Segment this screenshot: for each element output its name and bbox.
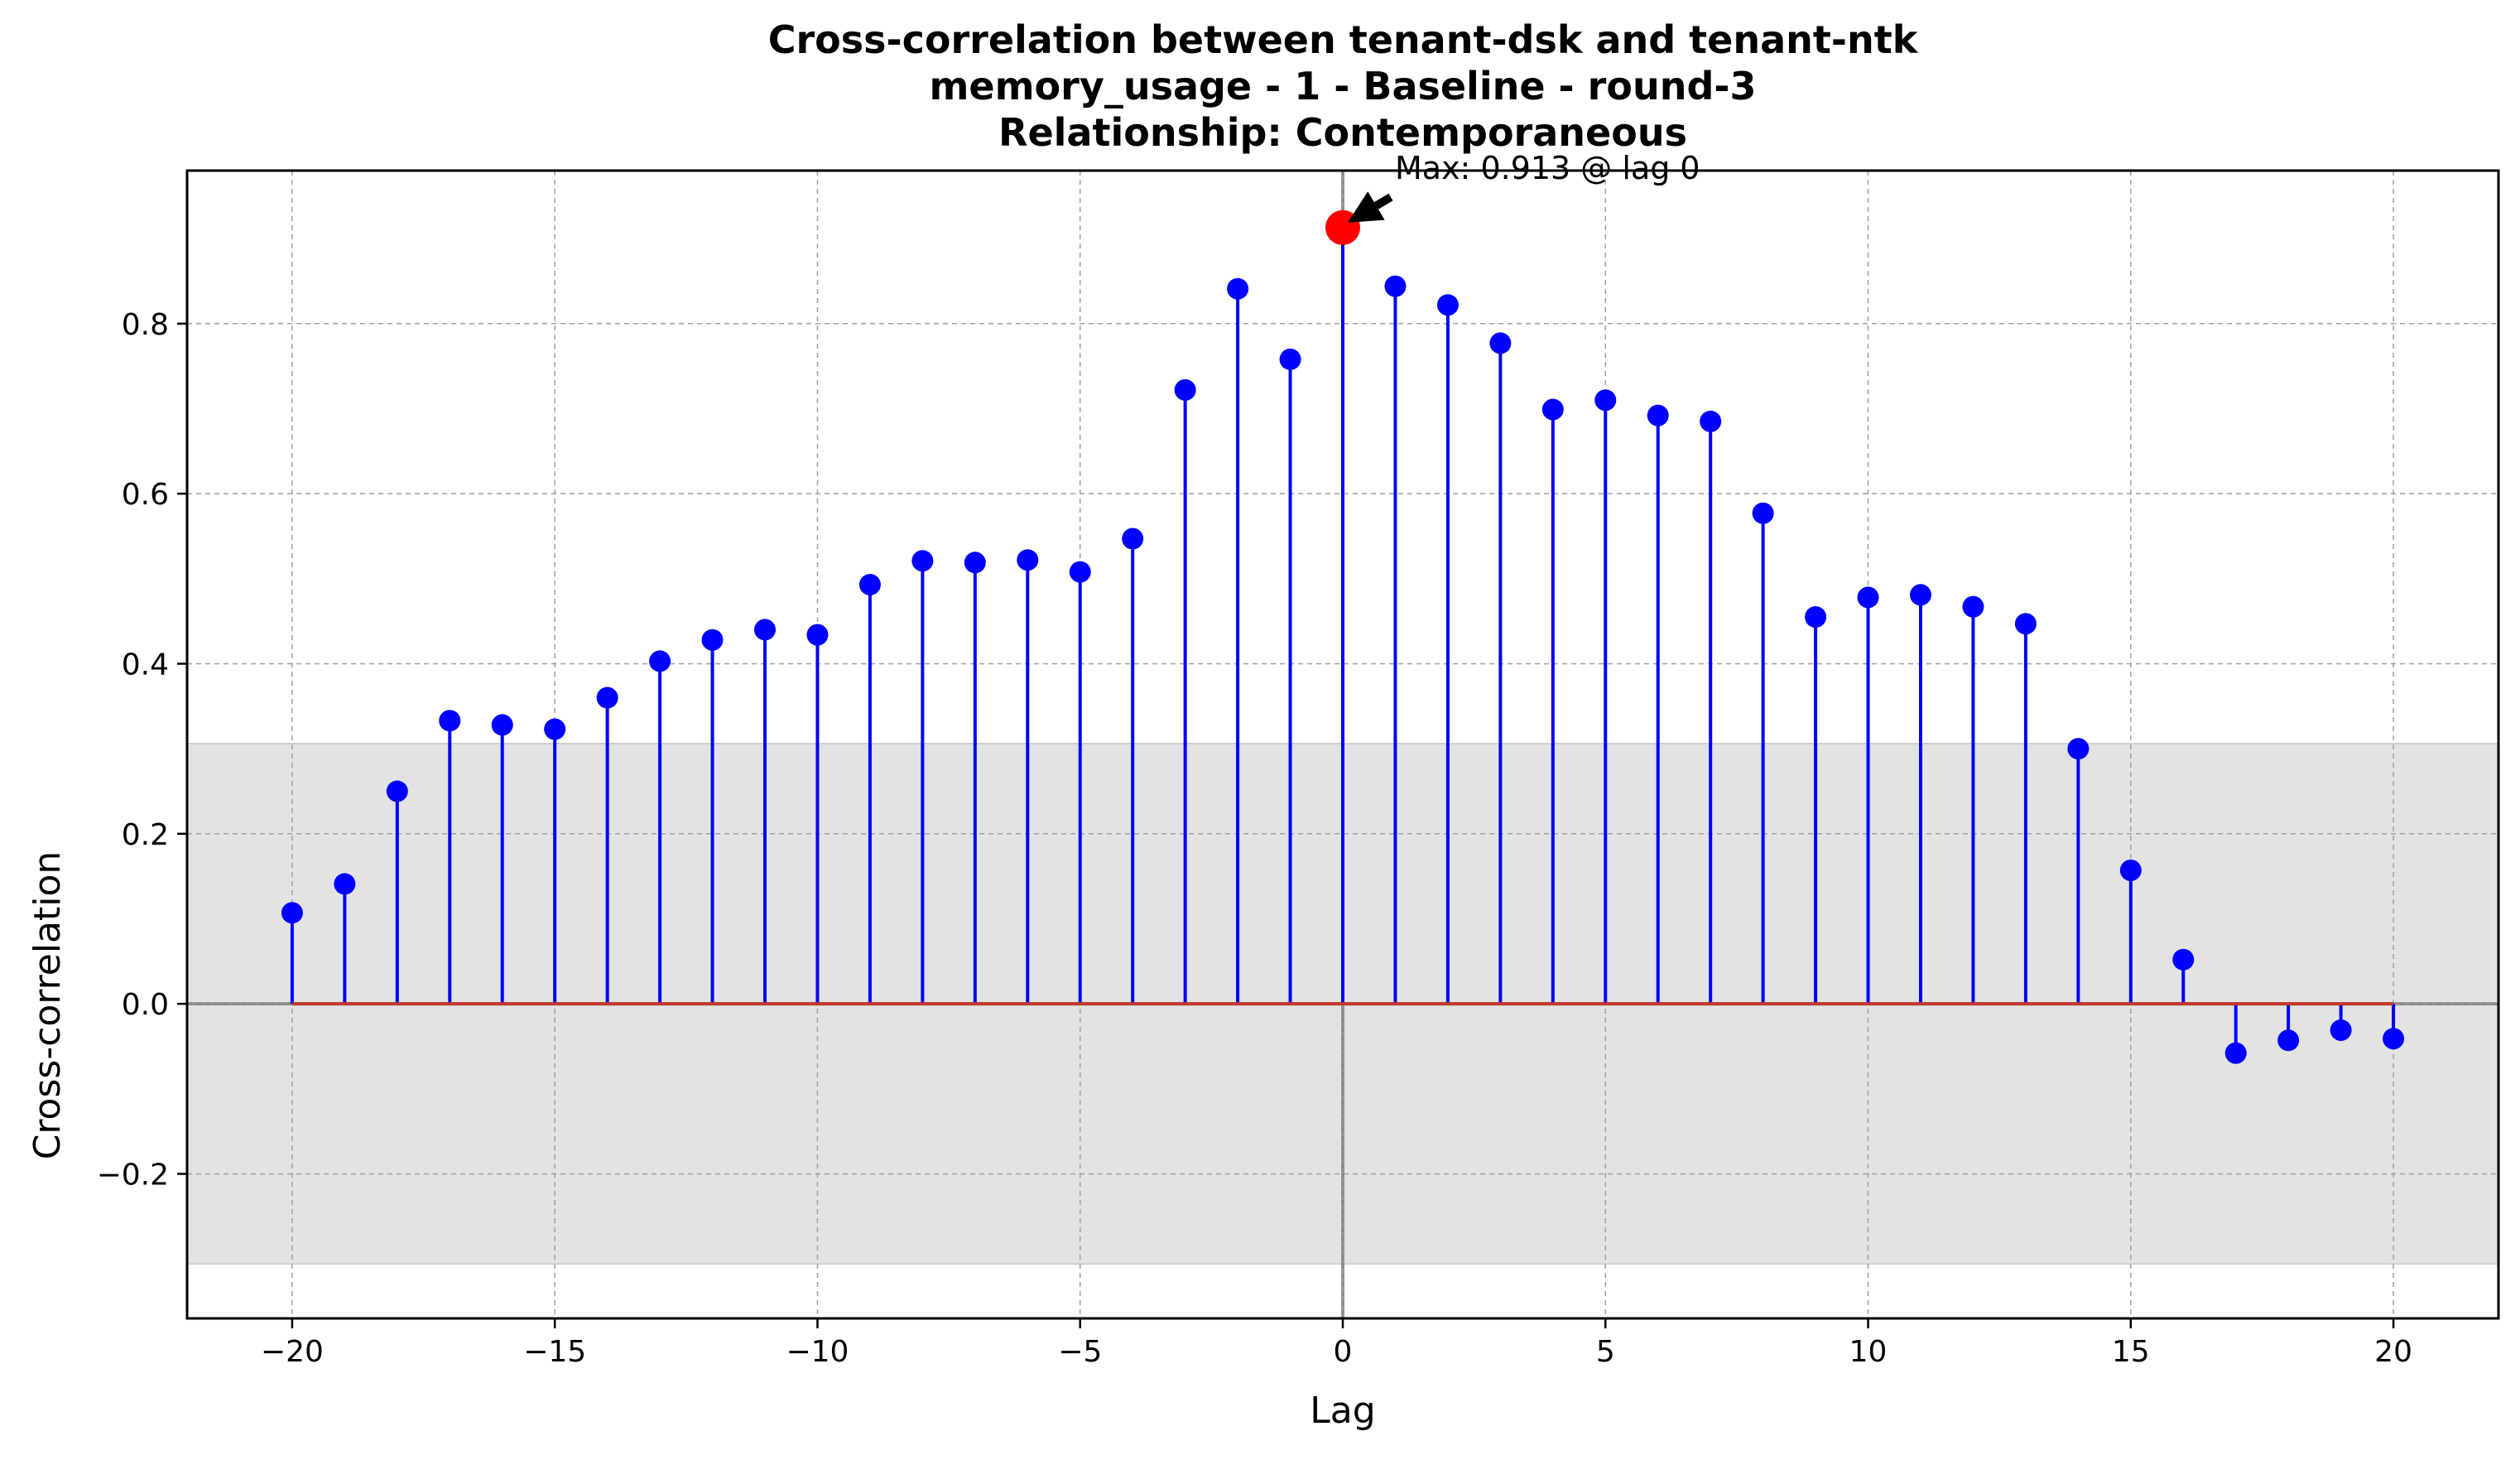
x-tick-label: 15 [2112, 1335, 2150, 1369]
title-line-2: memory_usage - 1 - Baseline - round-3 [930, 64, 1757, 108]
data-point-marker [2119, 859, 2142, 881]
data-point-marker [2383, 1028, 2405, 1050]
data-point-marker [858, 573, 881, 595]
data-point-marker [1962, 595, 1984, 618]
data-point-marker [1122, 528, 1144, 550]
data-point-marker [964, 552, 986, 574]
x-tick-label: −10 [786, 1335, 849, 1369]
data-point-marker [1910, 584, 1931, 606]
marker-layer [281, 210, 2405, 1064]
data-point-marker [1279, 348, 1301, 370]
annotation-arrow-head [1348, 191, 1385, 223]
data-point-marker [1436, 294, 1459, 316]
data-point-marker [2067, 738, 2090, 760]
data-point-marker [754, 619, 776, 641]
stem-layer [290, 227, 2396, 1053]
y-tick-label: 0.0 [122, 988, 169, 1022]
data-point-marker [1594, 389, 1617, 412]
y-tick-label: 0.4 [122, 648, 169, 682]
data-point-marker [1857, 586, 1879, 609]
x-axis-ticks: −20 −15 −10 −5 0 5 10 15 20 [261, 1318, 2412, 1369]
data-point-marker [2330, 1019, 2352, 1041]
data-point-marker [2172, 948, 2195, 971]
x-tick-label: 10 [1849, 1335, 1888, 1369]
data-point-marker [1227, 277, 1249, 300]
annotation-layer: Max: 0.913 @ lag 0 [1348, 150, 1700, 223]
data-point-marker [1174, 378, 1196, 401]
data-point-marker [386, 780, 408, 802]
data-point-marker [2014, 613, 2037, 635]
x-tick-label: 20 [2374, 1335, 2412, 1369]
data-point-marker [491, 714, 513, 736]
data-point-marker [1017, 549, 1039, 571]
data-point-marker [1647, 404, 1669, 426]
data-point-marker [2224, 1042, 2247, 1064]
x-tick-label: −20 [261, 1335, 324, 1369]
data-point-marker [1752, 502, 1774, 524]
y-axis-ticks: −0.2 0.0 0.2 0.4 0.6 0.8 [97, 308, 187, 1192]
data-point-marker [1805, 606, 1827, 628]
x-tick-label: 0 [1334, 1335, 1353, 1369]
y-axis-label: Cross-correlation [26, 851, 69, 1160]
y-tick-label: 0.2 [122, 818, 169, 852]
data-point-marker [544, 718, 566, 740]
x-tick-label: 5 [1596, 1335, 1615, 1369]
data-point-marker [701, 629, 724, 651]
x-axis-label: Lag [1310, 1390, 1375, 1432]
x-tick-label: −15 [523, 1335, 586, 1369]
title-line-1: Cross-correlation between tenant-dsk and… [768, 17, 1919, 62]
data-point-marker [2277, 1029, 2300, 1052]
data-point-marker [1700, 410, 1722, 432]
data-point-marker [911, 550, 934, 572]
data-point-marker [596, 687, 618, 709]
data-point-marker [1384, 275, 1407, 297]
title-line-3: Relationship: Contemporaneous [998, 110, 1687, 155]
max-annotation-label: Max: 0.913 @ lag 0 [1395, 150, 1700, 186]
x-tick-label: −5 [1058, 1335, 1102, 1369]
data-point-marker [1541, 398, 1564, 421]
y-tick-label: 0.8 [122, 308, 169, 342]
data-point-marker [1069, 561, 1091, 583]
chart-title: Cross-correlation between tenant-dsk and… [768, 17, 1919, 155]
y-tick-label: 0.6 [122, 478, 169, 512]
data-point-marker [334, 873, 356, 895]
data-point-marker [281, 902, 303, 924]
data-point-marker [439, 710, 461, 732]
data-point-marker [806, 624, 829, 646]
annotation-arrow-shaft [1373, 193, 1393, 210]
data-point-marker [649, 650, 671, 672]
y-tick-label: −0.2 [97, 1158, 169, 1192]
data-point-marker [1489, 332, 1512, 354]
